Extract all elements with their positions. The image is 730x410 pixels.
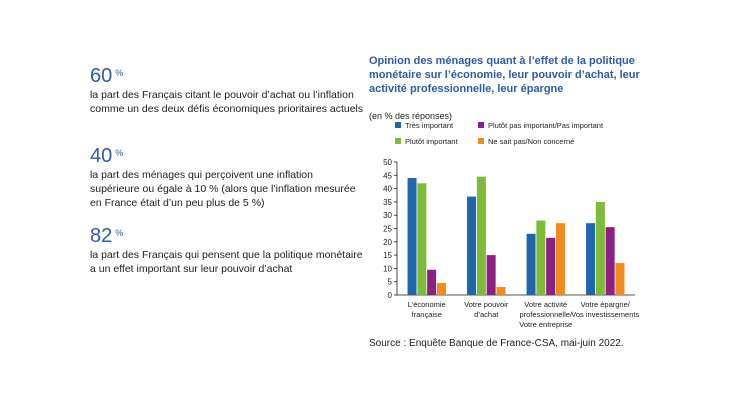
bar	[546, 237, 556, 295]
bar	[615, 263, 625, 295]
stat-description: la part des Français citant le pouvoir d…	[90, 89, 364, 115]
stat-block-1: 60% la part des Français citant le pouvo…	[90, 65, 365, 116]
stat-description: la part des ménages qui perçoivent une i…	[90, 169, 356, 209]
y-tick-label: 30	[383, 211, 392, 220]
stat-block-2: 40% la part des ménages qui perçoivent u…	[90, 145, 365, 210]
stat-value: 40	[90, 145, 113, 167]
bar	[486, 255, 496, 295]
bar	[407, 177, 417, 295]
stat-description: la part des Français qui pensent que la …	[90, 249, 363, 275]
y-tick-label: 15	[383, 251, 392, 260]
stat-unit: %	[115, 68, 124, 78]
y-tick-label: 5	[388, 278, 393, 287]
legend-swatch	[395, 122, 401, 128]
bar	[595, 201, 605, 295]
y-tick-label: 10	[383, 264, 392, 273]
stat-value: 82	[90, 225, 113, 247]
bar-chart: Très important Plutôt pas important/Pas i…	[383, 121, 639, 329]
y-tick-label: 20	[383, 238, 392, 247]
source-note: Source : Enquête Banque de France-CSA, m…	[369, 338, 624, 349]
legend-label: Plutôt pas important/Pas important	[488, 121, 604, 130]
bar	[476, 176, 486, 295]
y-tick-label: 50	[383, 158, 392, 167]
bar	[586, 223, 596, 295]
bar	[605, 227, 615, 295]
bar	[436, 283, 446, 295]
stat-unit: %	[115, 148, 124, 158]
y-tick-label: 45	[383, 171, 392, 180]
y-tick-label: 25	[383, 225, 392, 234]
bar	[555, 223, 565, 295]
stat-value: 60	[90, 65, 113, 87]
bar	[536, 220, 546, 295]
bar	[417, 183, 427, 295]
legend-label: Plutôt important	[405, 137, 458, 146]
bar	[467, 196, 477, 295]
bar	[496, 287, 506, 295]
legend-label: Ne sait pas/Non concerné	[488, 137, 574, 146]
legend-swatch	[478, 138, 484, 144]
y-tick-label: 35	[383, 198, 392, 207]
x-tick-label: Votre activité professionnelle/Votre entr…	[519, 300, 573, 329]
legend-swatch	[395, 138, 401, 144]
y-tick-label: 40	[383, 185, 392, 194]
x-tick-label: L’économie française	[408, 300, 446, 319]
bar	[526, 233, 536, 295]
x-tick-label: Votre pouvoir d’achat	[464, 300, 509, 319]
stat-unit: %	[115, 228, 124, 238]
y-tick-label: 0	[388, 291, 393, 300]
legend-swatch	[478, 122, 484, 128]
chart-unit-label: (en % des réponses)	[369, 111, 453, 121]
chart-title: Opinion des ménages quant à l’effet de l…	[369, 55, 640, 95]
legend-label: Très important	[405, 121, 454, 130]
stat-block-3: 82% la part des Français qui pensent que…	[90, 225, 365, 276]
bar	[427, 269, 437, 295]
x-tick-label: Votre épargne/Vos investissements	[571, 300, 639, 319]
